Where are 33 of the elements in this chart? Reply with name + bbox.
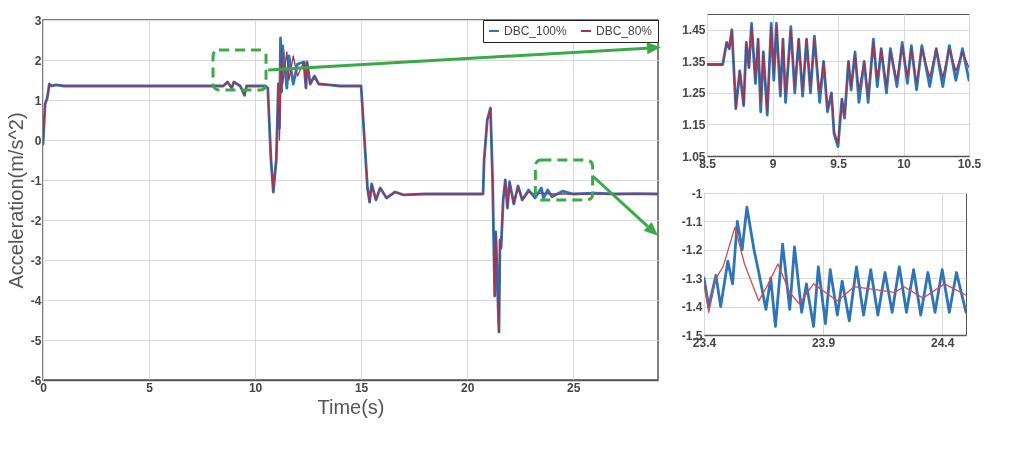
legend-label: DBC_100% [504, 24, 568, 38]
x-tick-label: 10 [248, 380, 263, 395]
y-tick-label: -2 [30, 213, 42, 228]
y-tick-label: 1.25 [682, 86, 706, 101]
x-tick-label: 20 [460, 380, 475, 395]
x-tick-label: 10 [897, 156, 911, 171]
x-tick-label: 15 [354, 380, 369, 395]
y-tick-label: -1.4 [681, 300, 703, 315]
y-tick-label: -4 [30, 293, 42, 308]
y-axis-title: Acceleration(m/s^2) [4, 112, 27, 289]
y-tick-label: -1 [691, 186, 703, 201]
x-tick-label: 25 [566, 380, 581, 395]
y-tick-label: -1.1 [681, 214, 703, 229]
x-tick-label: 24.4 [931, 335, 955, 350]
y-tick-label: -5 [30, 333, 42, 348]
y-tick-label: 1.15 [682, 117, 706, 132]
y-tick-label: -3 [30, 253, 42, 268]
y-tick-label: 2 [34, 53, 42, 68]
y-tick-label: 3 [34, 13, 42, 28]
x-tick-label: 9.5 [830, 156, 848, 171]
x-axis-title: Time(s) [317, 395, 385, 418]
x-tick-label: 10.5 [957, 156, 982, 171]
legend-label: DBC_80% [596, 24, 653, 38]
y-tick-label: 1.45 [682, 23, 706, 38]
x-tick-label: 5 [146, 380, 154, 395]
y-tick-label: 0 [34, 133, 42, 148]
y-tick-label: 1 [34, 93, 42, 108]
x-tick-label: 9 [769, 156, 777, 171]
y-tick-label: 1.35 [682, 54, 706, 69]
y-tick-label: -1 [30, 173, 42, 188]
y-tick-label: -1.3 [681, 271, 703, 286]
x-tick-label: 23.9 [811, 335, 836, 350]
y-tick-label: -1.2 [681, 243, 703, 258]
